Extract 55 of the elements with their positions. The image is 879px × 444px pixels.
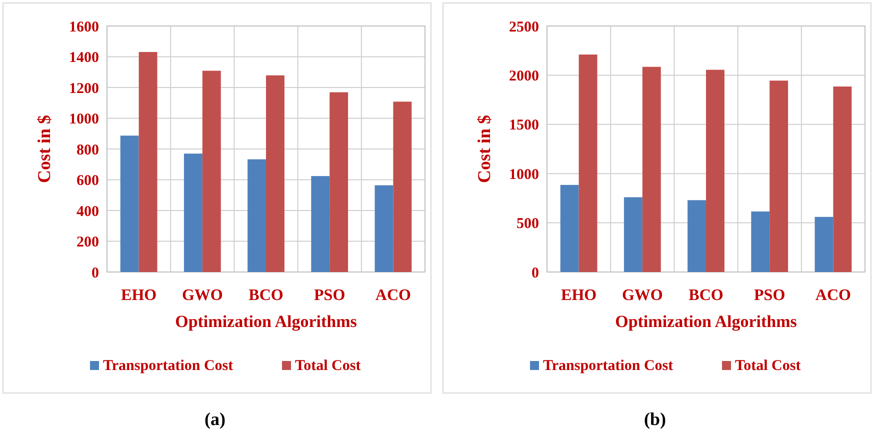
bar bbox=[560, 184, 579, 272]
text: (b) bbox=[644, 409, 666, 429]
bar bbox=[248, 159, 266, 272]
bar bbox=[770, 80, 788, 272]
bar bbox=[578, 54, 598, 272]
bar bbox=[330, 92, 348, 272]
x-tick-label: BCO bbox=[688, 287, 724, 304]
bar bbox=[393, 102, 412, 272]
y-tick-label: 1600 bbox=[69, 19, 99, 36]
x-axis-title: Optimization Algorithms bbox=[175, 312, 358, 331]
bar bbox=[120, 136, 139, 272]
y-tick-label: 1200 bbox=[69, 80, 99, 97]
y-axis-title: Cost in $ bbox=[34, 114, 54, 184]
bar bbox=[642, 66, 661, 272]
bar bbox=[202, 70, 221, 272]
legend-label: Transportation Cost bbox=[543, 358, 674, 374]
bar bbox=[624, 197, 642, 272]
x-tick-label: GWO bbox=[182, 287, 223, 304]
bar bbox=[184, 154, 202, 272]
bar bbox=[138, 52, 158, 272]
bar bbox=[374, 185, 394, 272]
y-tick-label: 1000 bbox=[69, 112, 99, 128]
y-tick-label: 800 bbox=[76, 142, 99, 158]
x-tick-label: BCO bbox=[248, 287, 284, 304]
bar bbox=[833, 86, 852, 272]
x-tick-label: PSO bbox=[754, 287, 786, 304]
legend-label: Total Cost bbox=[735, 358, 801, 374]
text: (a) bbox=[204, 409, 226, 429]
bar bbox=[751, 211, 770, 272]
y-tick-label: 0 bbox=[532, 265, 539, 282]
bar bbox=[266, 75, 284, 272]
x-tick-label: GWO bbox=[622, 287, 663, 304]
bar bbox=[814, 216, 834, 272]
y-tick-label: 400 bbox=[76, 204, 99, 220]
x-tick-label: ACO bbox=[815, 287, 851, 304]
y-tick-label: 0 bbox=[92, 265, 99, 282]
y-tick-label: 1000 bbox=[509, 166, 539, 183]
y-tick-label: 2500 bbox=[509, 19, 539, 36]
y-tick-label: 600 bbox=[76, 173, 99, 189]
x-tick-label: EHO bbox=[121, 287, 157, 304]
y-tick-label: 200 bbox=[76, 234, 99, 250]
bar bbox=[688, 200, 706, 272]
y-tick-label: 500 bbox=[516, 216, 539, 232]
y-tick-label: 2000 bbox=[509, 68, 539, 84]
y-tick-label: 1500 bbox=[509, 118, 539, 134]
x-tick-label: EHO bbox=[561, 287, 597, 304]
y-tick-label: 1400 bbox=[69, 50, 99, 66]
bar bbox=[311, 176, 330, 272]
legend-label: Transportation Cost bbox=[103, 358, 234, 374]
x-axis-title: Optimization Algorithms bbox=[615, 312, 798, 331]
x-tick-label: PSO bbox=[314, 287, 346, 304]
y-axis-title: Cost in $ bbox=[474, 114, 494, 184]
legend-label: Total Cost bbox=[295, 358, 361, 374]
x-tick-label: ACO bbox=[375, 287, 411, 304]
bar bbox=[706, 70, 724, 272]
